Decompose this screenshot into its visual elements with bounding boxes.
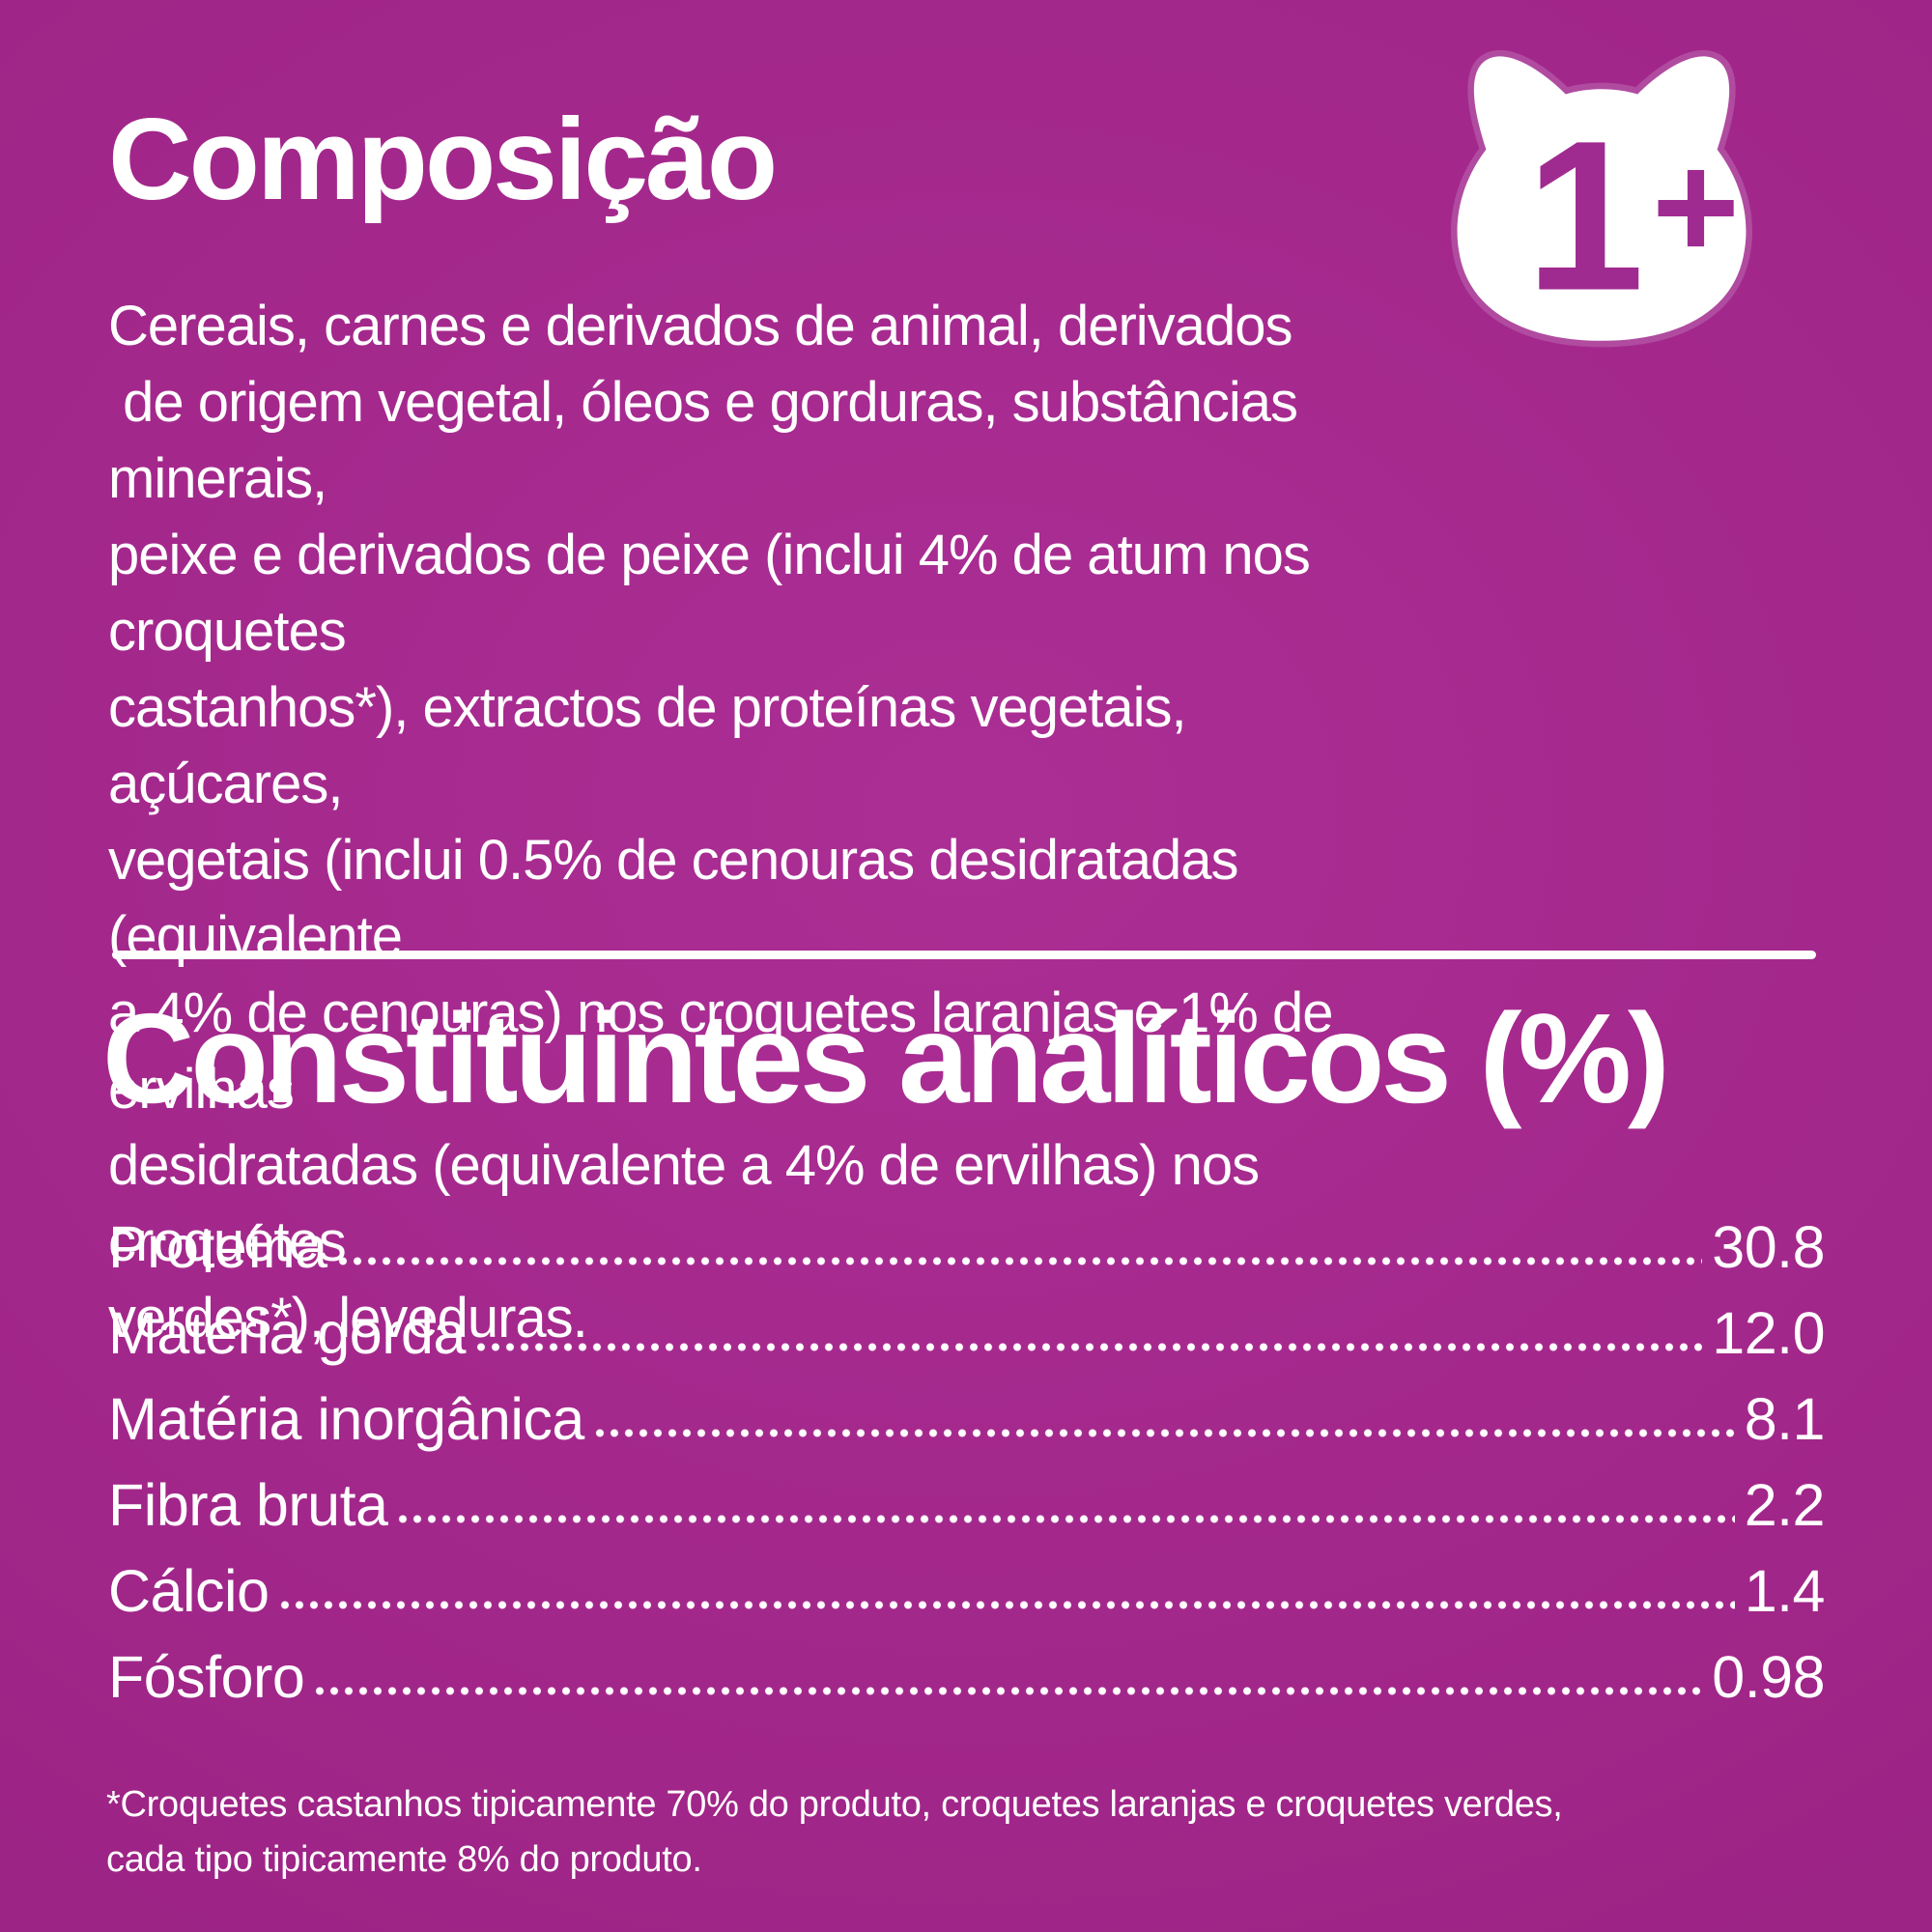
row-value: 0.98 xyxy=(1712,1644,1825,1710)
table-row: Fibra bruta 2.2 xyxy=(108,1471,1826,1557)
composition-text: Cereais, carnes e derivados de animal, d… xyxy=(108,295,1333,1350)
composition-title: Composição xyxy=(108,95,778,224)
dot-leader xyxy=(593,1427,1735,1439)
row-value: 30.8 xyxy=(1712,1214,1825,1280)
row-value: 1.4 xyxy=(1744,1558,1826,1624)
row-label: Cálcio xyxy=(108,1558,270,1624)
dot-leader xyxy=(474,1341,1703,1353)
section-divider xyxy=(112,951,1816,959)
row-value: 12.0 xyxy=(1712,1300,1825,1366)
dot-leader xyxy=(397,1513,1735,1525)
badge-plus: + xyxy=(1652,123,1740,291)
table-row: Fósforo 0.98 xyxy=(108,1643,1825,1729)
table-row: Cálcio 1.4 xyxy=(108,1557,1826,1643)
table-row: Matéria gorda 12.0 xyxy=(108,1299,1825,1385)
dot-leader xyxy=(278,1599,1735,1611)
dot-leader xyxy=(336,1255,1703,1267)
row-label: Fibra bruta xyxy=(108,1472,388,1538)
cat-age-badge: 1 + xyxy=(1412,39,1791,350)
row-label: Fósforo xyxy=(108,1644,305,1710)
dot-leader xyxy=(314,1685,1703,1697)
analytical-title: Constituintes analíticos (%) xyxy=(102,987,1670,1129)
row-label: Proteína xyxy=(108,1214,327,1280)
table-row: Matéria inorgânica 8.1 xyxy=(108,1385,1826,1471)
row-label: Matéria inorgânica xyxy=(108,1386,584,1452)
row-label: Matéria gorda xyxy=(108,1300,466,1366)
row-value: 8.1 xyxy=(1744,1386,1826,1452)
cat-head-icon: 1 + xyxy=(1451,49,1752,348)
table-row: Proteína 30.8 xyxy=(108,1213,1825,1299)
row-value: 2.2 xyxy=(1744,1472,1826,1538)
badge-number: 1 xyxy=(1525,97,1644,335)
cat-head-shape xyxy=(1451,49,1752,348)
footnote: *Croquetes castanhos tipicamente 70% do … xyxy=(106,1784,1563,1880)
analytical-table: Proteína 30.8 Matéria gorda 12.0 Matéria… xyxy=(108,1213,1826,1729)
